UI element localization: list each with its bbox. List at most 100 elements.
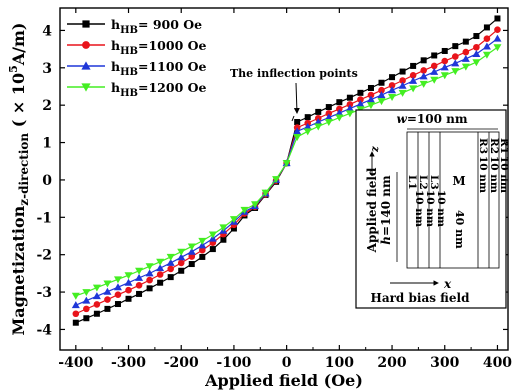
data-point — [493, 44, 502, 52]
legend-subscript: HB — [120, 67, 138, 78]
data-point — [81, 61, 91, 70]
layer-name-R3: R3 — [477, 138, 489, 154]
y-title-exponent: 5 — [7, 65, 20, 73]
data-point — [82, 41, 90, 49]
layer-thickness-L3: 10 nm — [435, 190, 447, 227]
data-point — [399, 68, 406, 75]
data-point — [81, 83, 91, 92]
data-point — [473, 43, 480, 51]
data-point — [156, 271, 164, 278]
legend-name: h — [111, 17, 120, 32]
data-point — [166, 253, 175, 261]
y-tick-label: 4 — [42, 23, 52, 39]
series-4 — [71, 44, 502, 300]
data-point — [135, 273, 144, 281]
y-tick-label: -3 — [36, 285, 52, 301]
data-point — [441, 57, 449, 65]
data-point — [346, 101, 354, 108]
data-point — [72, 319, 79, 326]
data-point — [229, 216, 238, 224]
data-point — [113, 283, 122, 291]
legend-name: h — [111, 38, 120, 53]
data-point — [219, 224, 228, 232]
data-point — [208, 231, 217, 239]
data-point — [104, 305, 111, 312]
data-point — [146, 276, 153, 284]
data-point — [409, 85, 418, 93]
data-point — [145, 263, 154, 271]
legend-name: h — [111, 80, 120, 95]
data-point — [71, 292, 80, 300]
legend-subscript: HB — [120, 88, 138, 99]
data-point — [451, 59, 460, 67]
inset-width-label: w=100 nm — [396, 112, 467, 126]
data-point — [135, 267, 144, 275]
data-point — [199, 246, 206, 254]
x-tick-label: 200 — [377, 355, 406, 371]
data-point — [82, 296, 91, 304]
y-tick-label: 0 — [42, 173, 52, 189]
x-axis-title: Applied field (Oe) — [204, 371, 363, 390]
data-point — [419, 80, 428, 88]
data-point — [92, 292, 101, 300]
data-point — [114, 301, 121, 308]
width-symbol: w — [396, 112, 407, 126]
layer-thickness-L1: 10 nm — [413, 190, 425, 227]
data-point — [156, 258, 165, 266]
data-point — [114, 291, 122, 298]
legend-entry: hHB= 900 Oe — [67, 17, 202, 36]
data-point — [83, 305, 90, 313]
data-point — [188, 253, 196, 260]
data-point — [314, 118, 323, 125]
data-point — [125, 286, 132, 294]
data-point — [462, 38, 469, 45]
data-point — [345, 104, 354, 112]
legend-label: hHB= 900 Oe — [111, 17, 202, 36]
axes-layer: -400 -300 -200 -100 0 100 200 300 400 -4 -3 -2 -1 0 1 2… — [7, 7, 512, 390]
data-point — [187, 243, 196, 251]
legend-value: =1200 Oe — [138, 80, 207, 95]
inset-frame — [355, 109, 507, 309]
data-point — [124, 278, 133, 286]
data-point — [177, 259, 185, 267]
x-tick-label: -100 — [216, 355, 251, 371]
data-point — [430, 62, 438, 70]
data-point — [303, 128, 312, 136]
y-tick-label: -4 — [36, 322, 52, 338]
legend-subscript: HB — [120, 25, 138, 36]
data-point — [124, 272, 133, 280]
data-point — [156, 264, 165, 272]
layer-name-L2: L2 — [417, 175, 429, 190]
data-point — [103, 280, 112, 288]
applied-field-label: Applied field — [365, 167, 379, 253]
data-point — [304, 114, 311, 121]
data-point — [472, 49, 481, 57]
y-title-unit-prefix: ( × 10 — [9, 73, 28, 133]
data-point — [93, 301, 101, 308]
y-title-subscript: z-direction — [17, 133, 31, 206]
data-point — [493, 34, 502, 42]
data-point — [82, 289, 91, 297]
width-value: =100 nm — [407, 112, 468, 126]
data-point — [82, 20, 90, 28]
data-point — [336, 99, 343, 106]
height-symbol: h — [379, 236, 393, 245]
data-point — [494, 15, 501, 22]
data-point — [399, 77, 406, 84]
data-point — [482, 51, 491, 59]
data-point — [188, 261, 195, 268]
data-point — [125, 295, 132, 302]
data-point — [461, 63, 470, 71]
data-point — [473, 33, 480, 40]
y-tick-label: 3 — [42, 61, 52, 77]
data-point — [282, 160, 291, 168]
x-axis-dir-label: x — [443, 277, 452, 291]
legend-entry: hHB=1200 Oe — [67, 80, 207, 99]
data-point — [240, 206, 249, 214]
data-point — [104, 296, 111, 303]
data-point — [389, 74, 396, 81]
data-point — [157, 279, 164, 286]
x-tick-label: -300 — [111, 355, 146, 371]
series-layer — [71, 15, 502, 326]
